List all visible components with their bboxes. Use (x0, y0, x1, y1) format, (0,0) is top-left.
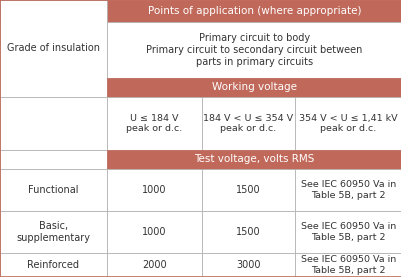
Bar (107, 97, 201, 150)
Bar (0, 0, 107, 22)
Bar (201, 211, 294, 253)
Text: 1500: 1500 (236, 227, 260, 237)
Text: Reinforced: Reinforced (27, 260, 79, 270)
Text: See IEC 60950 Va in
Table 5B, part 2: See IEC 60950 Va in Table 5B, part 2 (300, 255, 395, 275)
Bar (201, 97, 294, 150)
Text: 1000: 1000 (142, 227, 166, 237)
Text: 3000: 3000 (236, 260, 260, 270)
Text: Primary circuit to body
Primary circuit to secondary circuit between
parts in pr: Primary circuit to body Primary circuit … (146, 34, 362, 66)
Text: See IEC 60950 Va in
Table 5B, part 2: See IEC 60950 Va in Table 5B, part 2 (300, 180, 395, 200)
Bar (294, 211, 401, 253)
Bar (294, 169, 401, 211)
Bar (107, 253, 201, 277)
Text: 354 V < U ≤ 1,41 kV
peak or d.c.: 354 V < U ≤ 1,41 kV peak or d.c. (298, 114, 397, 133)
Bar (107, 78, 401, 97)
Bar (107, 169, 201, 211)
Text: Functional: Functional (28, 185, 79, 195)
Text: 184 V < U ≤ 354 V
peak or d.c.: 184 V < U ≤ 354 V peak or d.c. (203, 114, 293, 133)
Text: Basic,
supplementary: Basic, supplementary (16, 221, 90, 243)
Text: 1000: 1000 (142, 185, 166, 195)
Bar (0, 253, 107, 277)
Text: Working voltage: Working voltage (211, 83, 296, 93)
Text: Test voltage, volts RMS: Test voltage, volts RMS (194, 155, 314, 165)
Bar (0, 150, 107, 169)
Bar (0, 169, 107, 211)
Text: Points of application (where appropriate): Points of application (where appropriate… (148, 6, 360, 16)
Bar (294, 253, 401, 277)
Bar (201, 169, 294, 211)
Text: 1500: 1500 (236, 185, 260, 195)
Bar (107, 150, 401, 169)
Text: 2000: 2000 (142, 260, 166, 270)
Bar (107, 22, 401, 78)
Text: Grade of insulation: Grade of insulation (7, 43, 100, 53)
Bar (107, 211, 201, 253)
Bar (201, 253, 294, 277)
Bar (0, 211, 107, 253)
Text: See IEC 60950 Va in
Table 5B, part 2: See IEC 60950 Va in Table 5B, part 2 (300, 222, 395, 242)
Bar (0, 0, 107, 97)
Bar (0, 97, 107, 150)
Text: U ≤ 184 V
peak or d.c.: U ≤ 184 V peak or d.c. (126, 114, 182, 133)
Bar (107, 0, 401, 22)
Bar (294, 97, 401, 150)
